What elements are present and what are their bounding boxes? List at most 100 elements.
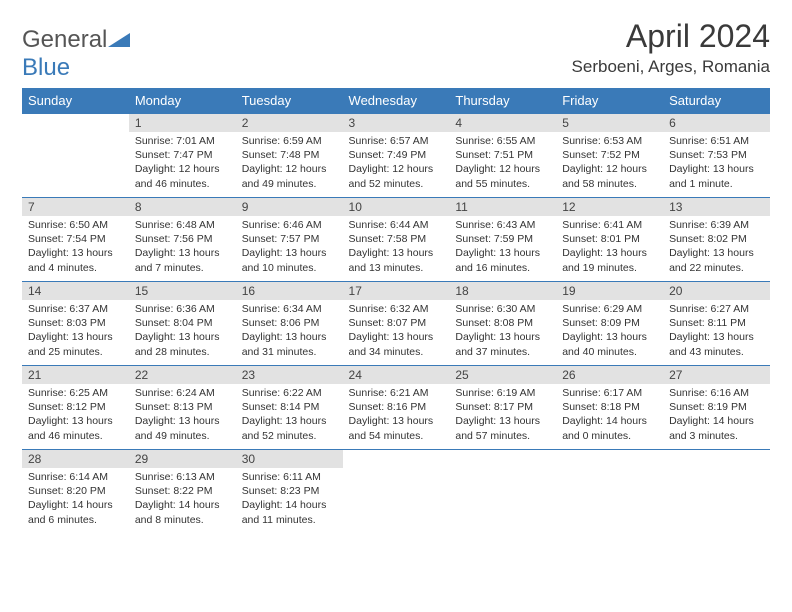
day-number: 23 xyxy=(236,365,343,384)
day-details: Sunrise: 6:30 AMSunset: 8:08 PMDaylight:… xyxy=(449,300,556,363)
day-details: Sunrise: 6:21 AMSunset: 8:16 PMDaylight:… xyxy=(343,384,450,447)
day-details: Sunrise: 6:48 AMSunset: 7:56 PMDaylight:… xyxy=(129,216,236,279)
day-details: Sunrise: 6:50 AMSunset: 7:54 PMDaylight:… xyxy=(22,216,129,279)
weekday-header: Friday xyxy=(556,88,663,113)
day-number: 27 xyxy=(663,365,770,384)
day-number: 9 xyxy=(236,197,343,216)
day-number: 12 xyxy=(556,197,663,216)
calendar-day-cell xyxy=(22,113,129,197)
calendar-day-cell: 14Sunrise: 6:37 AMSunset: 8:03 PMDayligh… xyxy=(22,281,129,365)
calendar-day-cell: 26Sunrise: 6:17 AMSunset: 8:18 PMDayligh… xyxy=(556,365,663,449)
calendar-day-cell: 4Sunrise: 6:55 AMSunset: 7:51 PMDaylight… xyxy=(449,113,556,197)
day-details: Sunrise: 6:17 AMSunset: 8:18 PMDaylight:… xyxy=(556,384,663,447)
day-number: 8 xyxy=(129,197,236,216)
day-number: 29 xyxy=(129,449,236,468)
day-details: Sunrise: 6:43 AMSunset: 7:59 PMDaylight:… xyxy=(449,216,556,279)
day-number: 20 xyxy=(663,281,770,300)
calendar-day-cell: 12Sunrise: 6:41 AMSunset: 8:01 PMDayligh… xyxy=(556,197,663,281)
calendar-day-cell: 5Sunrise: 6:53 AMSunset: 7:52 PMDaylight… xyxy=(556,113,663,197)
calendar-week-row: 21Sunrise: 6:25 AMSunset: 8:12 PMDayligh… xyxy=(22,365,770,449)
calendar-day-cell xyxy=(556,449,663,533)
day-number: 17 xyxy=(343,281,450,300)
day-number: 24 xyxy=(343,365,450,384)
day-number: 18 xyxy=(449,281,556,300)
calendar-day-cell: 20Sunrise: 6:27 AMSunset: 8:11 PMDayligh… xyxy=(663,281,770,365)
day-details: Sunrise: 6:51 AMSunset: 7:53 PMDaylight:… xyxy=(663,132,770,195)
calendar-day-cell: 3Sunrise: 6:57 AMSunset: 7:49 PMDaylight… xyxy=(343,113,450,197)
calendar-day-cell: 18Sunrise: 6:30 AMSunset: 8:08 PMDayligh… xyxy=(449,281,556,365)
day-details: Sunrise: 6:11 AMSunset: 8:23 PMDaylight:… xyxy=(236,468,343,531)
day-number: 25 xyxy=(449,365,556,384)
day-number: 16 xyxy=(236,281,343,300)
calendar-day-cell: 2Sunrise: 6:59 AMSunset: 7:48 PMDaylight… xyxy=(236,113,343,197)
calendar-day-cell: 27Sunrise: 6:16 AMSunset: 8:19 PMDayligh… xyxy=(663,365,770,449)
day-number: 30 xyxy=(236,449,343,468)
calendar-day-cell: 11Sunrise: 6:43 AMSunset: 7:59 PMDayligh… xyxy=(449,197,556,281)
calendar-day-cell: 15Sunrise: 6:36 AMSunset: 8:04 PMDayligh… xyxy=(129,281,236,365)
day-number: 11 xyxy=(449,197,556,216)
calendar-day-cell xyxy=(343,449,450,533)
day-details: Sunrise: 6:24 AMSunset: 8:13 PMDaylight:… xyxy=(129,384,236,447)
day-number: 2 xyxy=(236,113,343,132)
day-number: 10 xyxy=(343,197,450,216)
calendar-day-cell: 19Sunrise: 6:29 AMSunset: 8:09 PMDayligh… xyxy=(556,281,663,365)
calendar-day-cell: 28Sunrise: 6:14 AMSunset: 8:20 PMDayligh… xyxy=(22,449,129,533)
calendar-day-cell: 16Sunrise: 6:34 AMSunset: 8:06 PMDayligh… xyxy=(236,281,343,365)
logo-triangle-icon xyxy=(108,29,130,52)
calendar-week-row: 28Sunrise: 6:14 AMSunset: 8:20 PMDayligh… xyxy=(22,449,770,533)
day-number: 14 xyxy=(22,281,129,300)
weekday-header: Sunday xyxy=(22,88,129,113)
calendar-day-cell: 24Sunrise: 6:21 AMSunset: 8:16 PMDayligh… xyxy=(343,365,450,449)
day-details: Sunrise: 6:44 AMSunset: 7:58 PMDaylight:… xyxy=(343,216,450,279)
calendar-day-cell: 17Sunrise: 6:32 AMSunset: 8:07 PMDayligh… xyxy=(343,281,450,365)
calendar-week-row: 1Sunrise: 7:01 AMSunset: 7:47 PMDaylight… xyxy=(22,113,770,197)
weekday-header: Monday xyxy=(129,88,236,113)
title-block: April 2024 Serboeni, Arges, Romania xyxy=(572,18,770,77)
header: General Blue April 2024 Serboeni, Arges,… xyxy=(22,18,770,82)
calendar-day-cell xyxy=(663,449,770,533)
calendar-day-cell: 9Sunrise: 6:46 AMSunset: 7:57 PMDaylight… xyxy=(236,197,343,281)
day-number: 19 xyxy=(556,281,663,300)
logo-text-main: General xyxy=(22,26,107,53)
day-details: Sunrise: 6:34 AMSunset: 8:06 PMDaylight:… xyxy=(236,300,343,363)
day-details: Sunrise: 6:27 AMSunset: 8:11 PMDaylight:… xyxy=(663,300,770,363)
day-details: Sunrise: 7:01 AMSunset: 7:47 PMDaylight:… xyxy=(129,132,236,195)
day-number: 28 xyxy=(22,449,129,468)
weekday-header: Thursday xyxy=(449,88,556,113)
day-details: Sunrise: 6:59 AMSunset: 7:48 PMDaylight:… xyxy=(236,132,343,195)
calendar-day-cell: 29Sunrise: 6:13 AMSunset: 8:22 PMDayligh… xyxy=(129,449,236,533)
day-number: 21 xyxy=(22,365,129,384)
day-details: Sunrise: 6:53 AMSunset: 7:52 PMDaylight:… xyxy=(556,132,663,195)
calendar-day-cell: 13Sunrise: 6:39 AMSunset: 8:02 PMDayligh… xyxy=(663,197,770,281)
month-title: April 2024 xyxy=(572,18,770,55)
calendar-day-cell: 1Sunrise: 7:01 AMSunset: 7:47 PMDaylight… xyxy=(129,113,236,197)
day-details: Sunrise: 6:41 AMSunset: 8:01 PMDaylight:… xyxy=(556,216,663,279)
day-number: 3 xyxy=(343,113,450,132)
day-number: 4 xyxy=(449,113,556,132)
calendar-day-cell: 8Sunrise: 6:48 AMSunset: 7:56 PMDaylight… xyxy=(129,197,236,281)
calendar-day-cell: 6Sunrise: 6:51 AMSunset: 7:53 PMDaylight… xyxy=(663,113,770,197)
day-details: Sunrise: 6:37 AMSunset: 8:03 PMDaylight:… xyxy=(22,300,129,363)
location-text: Serboeni, Arges, Romania xyxy=(572,57,770,77)
day-details: Sunrise: 6:46 AMSunset: 7:57 PMDaylight:… xyxy=(236,216,343,279)
day-details: Sunrise: 6:13 AMSunset: 8:22 PMDaylight:… xyxy=(129,468,236,531)
weekday-header: Wednesday xyxy=(343,88,450,113)
calendar-day-cell: 30Sunrise: 6:11 AMSunset: 8:23 PMDayligh… xyxy=(236,449,343,533)
day-number: 7 xyxy=(22,197,129,216)
day-number: 5 xyxy=(556,113,663,132)
calendar-day-cell: 10Sunrise: 6:44 AMSunset: 7:58 PMDayligh… xyxy=(343,197,450,281)
calendar-day-cell xyxy=(449,449,556,533)
day-details: Sunrise: 6:32 AMSunset: 8:07 PMDaylight:… xyxy=(343,300,450,363)
calendar-day-cell: 7Sunrise: 6:50 AMSunset: 7:54 PMDaylight… xyxy=(22,197,129,281)
logo-text-sub: Blue xyxy=(22,54,70,81)
calendar-day-cell: 23Sunrise: 6:22 AMSunset: 8:14 PMDayligh… xyxy=(236,365,343,449)
day-number: 13 xyxy=(663,197,770,216)
day-details: Sunrise: 6:55 AMSunset: 7:51 PMDaylight:… xyxy=(449,132,556,195)
calendar-week-row: 14Sunrise: 6:37 AMSunset: 8:03 PMDayligh… xyxy=(22,281,770,365)
calendar-day-cell: 25Sunrise: 6:19 AMSunset: 8:17 PMDayligh… xyxy=(449,365,556,449)
weekday-header: Saturday xyxy=(663,88,770,113)
day-details: Sunrise: 6:57 AMSunset: 7:49 PMDaylight:… xyxy=(343,132,450,195)
calendar-day-cell: 21Sunrise: 6:25 AMSunset: 8:12 PMDayligh… xyxy=(22,365,129,449)
day-details: Sunrise: 6:29 AMSunset: 8:09 PMDaylight:… xyxy=(556,300,663,363)
day-details: Sunrise: 6:25 AMSunset: 8:12 PMDaylight:… xyxy=(22,384,129,447)
